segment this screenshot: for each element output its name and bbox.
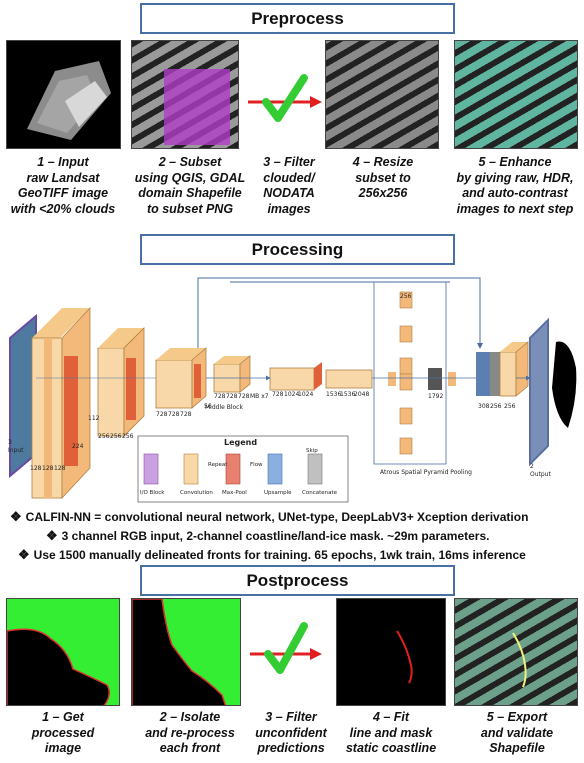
diamond-icon: ❖ xyxy=(10,509,22,524)
dim-label: 56 xyxy=(204,403,212,410)
maxpool-block-1 xyxy=(64,356,78,466)
postprocess-caption-2: 2 – Isolate and re-process each front xyxy=(145,710,235,755)
postprocess-title: Postprocess xyxy=(246,570,349,590)
landsat-input-thumbnail xyxy=(6,40,121,149)
dim-label: 308 xyxy=(478,403,490,410)
dim-label: 728 xyxy=(226,393,238,400)
export-shapefile-thumbnail xyxy=(454,598,578,706)
dim-label: 1536 xyxy=(340,391,355,398)
postprocess-caption-3: 3 – Filter unconfident predictions xyxy=(255,710,327,755)
dim-label: 112 xyxy=(88,415,100,422)
dim-label: 224 xyxy=(72,443,84,450)
dim-label: 128 xyxy=(42,465,54,472)
dim-label: 1536 xyxy=(326,391,341,398)
legend-item: Max-Pool xyxy=(222,490,247,496)
check-icon xyxy=(262,74,308,122)
isolated-front-thumbnail xyxy=(131,598,241,706)
preprocess-header: Preprocess xyxy=(140,3,455,34)
postprocess-caption-5: 5 – Export and validate Shapefile xyxy=(480,710,554,755)
dim-label: 2 xyxy=(530,463,534,470)
dim-label: 256 xyxy=(504,403,516,410)
dim-label: 728 xyxy=(156,411,168,418)
dim-label: 728 xyxy=(168,411,180,418)
postprocess-header: Postprocess xyxy=(140,565,455,596)
dim-label: 256 xyxy=(122,433,134,440)
dim-label: 128 xyxy=(30,465,42,472)
filter-predictions-graphic xyxy=(248,616,324,686)
dim-label: 1024 xyxy=(284,391,299,398)
legend-item: Convolution xyxy=(180,490,213,496)
dim-label: 728 xyxy=(214,393,226,400)
legend-item: I/O Block xyxy=(140,490,165,496)
dim-label: 728 xyxy=(180,411,192,418)
enhanced-thumbnail xyxy=(454,40,578,149)
fitted-line-thumbnail xyxy=(336,598,446,706)
processing-title: Processing xyxy=(251,239,344,259)
output-block xyxy=(529,317,549,467)
dim-label: 3 xyxy=(8,439,12,446)
dim-label: 128 xyxy=(54,465,66,472)
legend-flow: Skip xyxy=(306,448,318,454)
preprocess-caption-3: 3 – Filter clouded/ NODATA images xyxy=(263,155,315,216)
preprocess-caption-4: 4 – Resize subset to 256x256 xyxy=(352,155,414,200)
network-architecture-diagram: 3 Input 128 128 128 224 256 256 256 112 … xyxy=(8,277,577,503)
middle-block-label: Middle Block xyxy=(205,404,243,411)
dim-label: 728 xyxy=(238,393,250,400)
legend-item: Concatenate xyxy=(302,490,338,496)
preprocess-caption-1: 1 – Input raw Landsat GeoTIFF image with… xyxy=(10,155,116,216)
dim-label: 256 xyxy=(110,433,122,440)
preprocess-caption-5: 5 – Enhance by giving raw, HDR, and auto… xyxy=(456,155,574,216)
maxpool-block-2 xyxy=(126,358,136,420)
legend-flow: Repeat xyxy=(208,462,228,468)
legend-flow: Flow xyxy=(250,462,263,468)
subset-thumbnail xyxy=(131,40,239,149)
bullet-3: ❖ Use 1500 manually delineated fronts for… xyxy=(18,547,526,563)
check-icon xyxy=(264,622,308,674)
bullet-2: ❖ 3 channel RGB input, 2-channel coastlin… xyxy=(46,528,489,544)
diamond-icon: ❖ xyxy=(18,547,30,562)
dim-label: 1024 xyxy=(298,391,313,398)
aspp-label: Atrous Spatial Pyramid Pooling xyxy=(380,469,472,476)
processing-header: Processing xyxy=(140,234,455,265)
domain-shapefile-overlay xyxy=(164,69,230,145)
output-mask xyxy=(552,341,577,428)
dim-label: 256 xyxy=(98,433,110,440)
bullet-1: ❖ CALFIN-NN = convolutional neural networ… xyxy=(10,509,528,525)
postprocess-caption-4: 4 – Fit line and mask static coastline xyxy=(345,710,437,755)
dim-label: 2048 xyxy=(354,391,369,398)
legend-item: Upsample xyxy=(264,490,292,496)
resized-thumbnail xyxy=(325,40,439,149)
bullet-text: Use 1500 manually delineated fronts for … xyxy=(33,548,526,562)
legend-title: Legend xyxy=(224,438,257,447)
concatenate-block xyxy=(428,368,442,390)
filter-arrow xyxy=(248,74,322,122)
output-label: Output xyxy=(530,471,551,478)
processed-image-thumbnail xyxy=(6,598,120,706)
preprocess-caption-2: 2 – Subset using QGIS, GDAL domain Shape… xyxy=(134,155,246,216)
bullet-text: CALFIN-NN = convolutional neural network… xyxy=(25,510,529,524)
landsat-scene-image xyxy=(27,61,111,140)
upsample-block xyxy=(476,352,490,396)
dim-label: 256 xyxy=(400,293,412,300)
diamond-icon: ❖ xyxy=(46,528,58,543)
postprocess-caption-1: 1 – Get processed image xyxy=(31,710,95,755)
dim-label: 256 xyxy=(490,403,502,410)
mb-label: MB x7 xyxy=(250,393,269,400)
input-label: Input xyxy=(8,447,24,454)
bullet-text: 3 channel RGB input, 2-channel coastline… xyxy=(61,529,490,543)
dim-label: 1792 xyxy=(428,393,443,400)
preprocess-title: Preprocess xyxy=(251,8,344,28)
dim-label: 728 xyxy=(272,391,284,398)
